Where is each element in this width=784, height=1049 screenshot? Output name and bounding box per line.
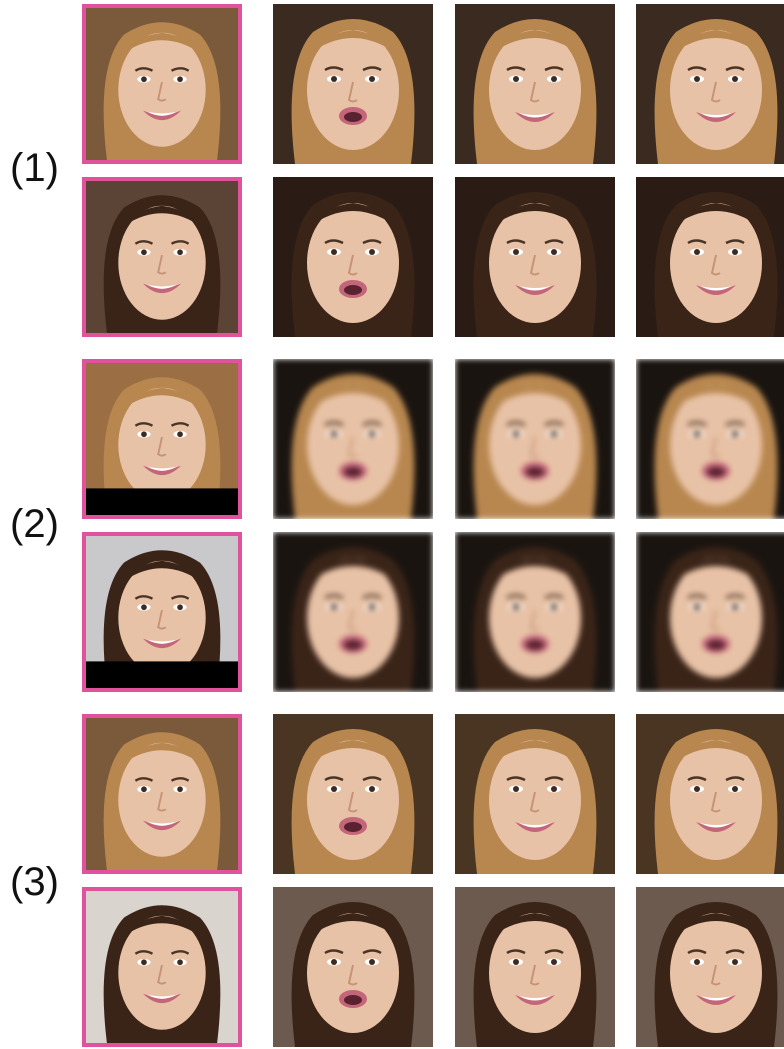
generated-face-image-g1-r2-c2: [455, 177, 615, 337]
generated-face-image-g2-r2-c2: [455, 532, 615, 692]
generated-face-image-g2-r2-c1: [273, 532, 433, 692]
generated-face-image-g2-r2-c3: [636, 532, 784, 692]
source-face-image-g3-r2-c0: [82, 887, 242, 1047]
generated-face-image-g1-r1-c2: [455, 4, 615, 164]
generated-face-image-g1-r2-c1: [273, 177, 433, 337]
generated-face-image-g2-r1-c3: [636, 359, 784, 519]
generated-face-image-g3-r2-c2: [455, 887, 615, 1047]
group-label-3: (3): [10, 860, 59, 904]
generated-face-image-g3-r1-c3: [636, 714, 784, 874]
generated-face-image-g3-r2-c3: [636, 887, 784, 1047]
generated-face-image-g1-r1-c1: [273, 4, 433, 164]
group-label-2: (2): [10, 502, 59, 546]
generated-face-image-g3-r1-c1: [273, 714, 433, 874]
source-face-image-g1-r2-c0: [82, 177, 242, 337]
source-face-image-g1-r1-c0: [82, 4, 242, 164]
source-face-image-g2-r2-c0: [82, 532, 242, 692]
source-face-image-g3-r1-c0: [82, 714, 242, 874]
generated-face-image-g2-r1-c2: [455, 359, 615, 519]
source-face-image-g2-r1-c0: [82, 359, 242, 519]
group-label-1: (1): [10, 146, 59, 190]
generated-face-image-g3-r1-c2: [455, 714, 615, 874]
generated-face-image-g3-r2-c1: [273, 887, 433, 1047]
generated-face-image-g1-r1-c3: [636, 4, 784, 164]
generated-face-image-g2-r1-c1: [273, 359, 433, 519]
generated-face-image-g1-r2-c3: [636, 177, 784, 337]
